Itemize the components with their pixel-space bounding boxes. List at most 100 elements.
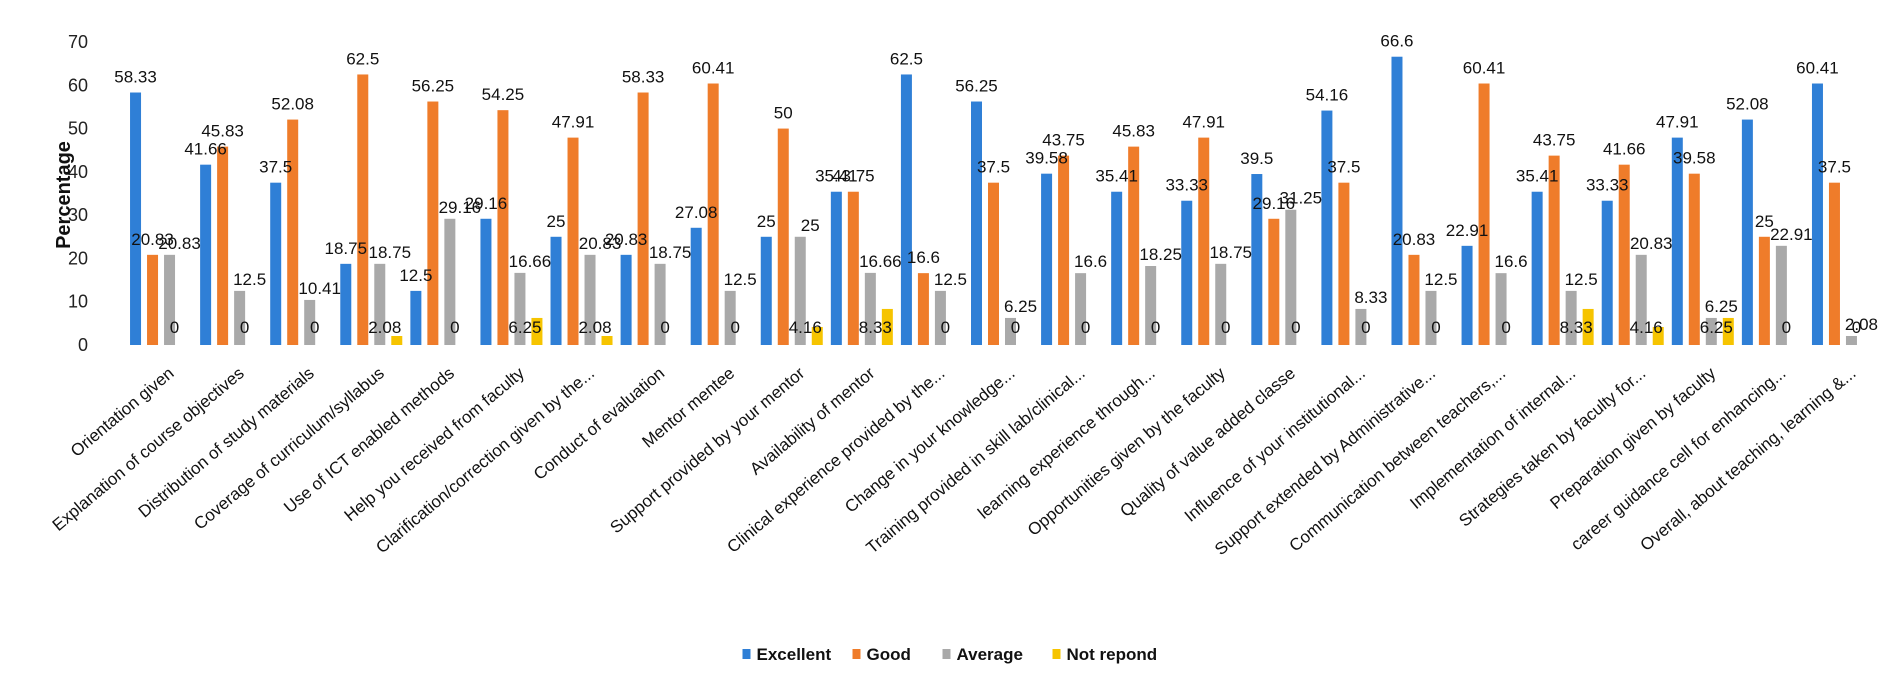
bar-excellent [410, 290, 422, 345]
data-label: 18.25 [1139, 245, 1182, 264]
legend-label: Not repond [1067, 645, 1158, 664]
data-label: 35.41 [815, 167, 858, 186]
data-label: 20.83 [1393, 230, 1436, 249]
bar-average [1005, 317, 1016, 345]
data-label: 31.25 [1280, 189, 1323, 208]
bar-good [707, 83, 719, 346]
data-label: 0 [1151, 318, 1160, 337]
data-label: 56.25 [955, 77, 998, 96]
data-label: 41.66 [184, 140, 227, 159]
data-label: 20.83 [158, 234, 201, 253]
data-label: 20.83 [1630, 234, 1673, 253]
bar-average [1075, 273, 1087, 345]
data-label: 8.33 [1354, 288, 1387, 307]
bar-good [1478, 83, 1490, 346]
bar-average [1635, 254, 1647, 345]
bar-excellent [1181, 200, 1193, 345]
bar-good [1268, 218, 1280, 345]
data-label: 0 [450, 318, 459, 337]
data-label: 43.75 [1533, 131, 1576, 150]
bar-average [1845, 335, 1857, 345]
legend-swatch [852, 649, 861, 659]
bar-good [147, 254, 159, 345]
data-label: 37.5 [1818, 158, 1851, 177]
bar-not-repond [811, 326, 823, 345]
bar-good [287, 119, 299, 346]
bar-excellent [130, 92, 142, 345]
data-label: 37.5 [977, 158, 1010, 177]
data-label: 37.5 [1327, 158, 1360, 177]
legend-label: Average [957, 645, 1023, 664]
y-tick-label: 0 [78, 335, 88, 355]
data-label: 6.25 [1004, 297, 1037, 316]
legend-label: Excellent [757, 645, 832, 664]
bar-average [164, 254, 176, 345]
data-label: 29.16 [465, 194, 508, 213]
data-label: 27.08 [675, 203, 718, 222]
bar-not-repond [1652, 326, 1664, 345]
data-label: 0 [310, 318, 319, 337]
bar-average [724, 290, 736, 345]
y-tick-label: 20 [68, 248, 88, 268]
bar-not-repond [391, 335, 403, 345]
bar-not-repond [1722, 317, 1734, 345]
data-label: 12.5 [1565, 270, 1598, 289]
bar-not-repond [601, 335, 613, 345]
data-label: 54.16 [1306, 86, 1349, 105]
data-label: 56.25 [412, 77, 455, 96]
y-axis-label: Percentage [53, 141, 75, 249]
data-label: 2.08 [1845, 315, 1878, 334]
data-label: 8.33 [859, 318, 892, 337]
data-label: 16.66 [509, 252, 552, 271]
data-label: 18.75 [1209, 243, 1252, 262]
data-label: 58.33 [114, 68, 157, 87]
legend-swatch [942, 649, 951, 659]
bar-good [1688, 173, 1700, 345]
bar-good [497, 110, 509, 345]
data-label: 39.58 [1025, 149, 1068, 168]
bar-good [1408, 254, 1420, 345]
bar-good [357, 74, 369, 345]
bar-good [1128, 146, 1140, 345]
data-label: 25 [801, 216, 820, 235]
data-label: 37.5 [259, 158, 292, 177]
bar-average [794, 236, 806, 345]
bar-average [934, 290, 946, 345]
bar-good [217, 146, 229, 345]
data-label: 43.75 [832, 167, 875, 186]
data-label: 22.91 [1446, 221, 1489, 240]
data-label: 12.5 [724, 270, 757, 289]
data-label: 0 [1852, 318, 1861, 337]
bar-excellent [971, 101, 982, 346]
bar-excellent [1391, 56, 1403, 346]
bar-excellent [1531, 191, 1543, 345]
bar-average [1145, 266, 1157, 345]
bar-average [234, 290, 246, 345]
data-label: 29.16 [439, 198, 482, 217]
bar-good [777, 128, 789, 345]
y-tick-label: 30 [68, 205, 88, 225]
x-tick-label: Availability of mentor [746, 363, 878, 478]
data-label: 39.58 [1673, 149, 1716, 168]
bar-excellent [200, 164, 212, 345]
bar-average [1425, 290, 1437, 345]
bar-not-repond [1582, 308, 1594, 345]
bar-good [567, 137, 579, 345]
data-label: 39.5 [1240, 149, 1273, 168]
data-label: 8.33 [1560, 318, 1593, 337]
bar-excellent [1321, 110, 1333, 345]
bar-good [917, 273, 929, 345]
data-label: 41.66 [1603, 140, 1646, 159]
bar-good [1548, 155, 1560, 345]
bar-good [427, 101, 439, 346]
bars-layer [130, 56, 1857, 346]
bar-average [374, 263, 386, 345]
bar-average [514, 272, 526, 345]
data-label: 20.83 [131, 230, 174, 249]
data-label: 0 [660, 318, 669, 337]
bar-excellent [550, 236, 562, 345]
bar-average [1705, 317, 1717, 345]
data-label: 60.41 [1796, 59, 1839, 78]
data-label: 4.16 [789, 318, 822, 337]
